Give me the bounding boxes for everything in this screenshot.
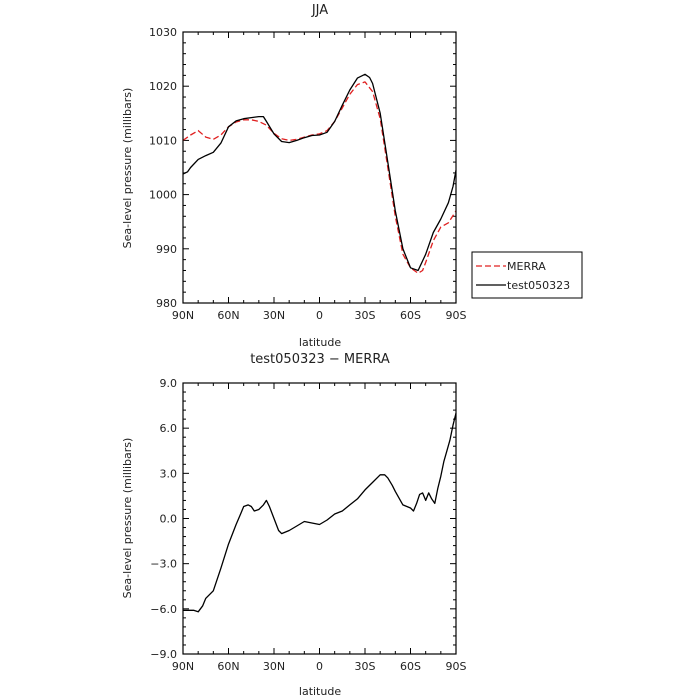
bottom-x-axis-label: latitude (299, 685, 341, 698)
bottom-x-tick-label: 90S (446, 660, 467, 673)
panel-bottom: test050323 − MERRA 90N 60N 30N 0 30S 60S 90S −9… (121, 352, 467, 698)
bottom-x-tick-label: 60S (400, 660, 421, 673)
bottom-y-tick-label: 9.0 (160, 377, 178, 390)
bottom-y-tick-label: −9.0 (150, 648, 177, 661)
top-series (182, 73, 457, 274)
bottom-series-line-0 (183, 412, 457, 613)
top-x-tick-label: 0 (316, 309, 323, 322)
bottom-series (183, 412, 457, 613)
bottom-y-axis-label: Sea-level pressure (millibars) (121, 438, 134, 599)
top-x-tick-label: 90N (172, 309, 194, 322)
top-x-tick-label: 30S (355, 309, 376, 322)
legend-box (471, 251, 583, 299)
top-x-tick-label: 60N (217, 309, 239, 322)
top-plot-frame (182, 31, 457, 304)
bottom-x-tick-label: 0 (316, 660, 323, 673)
bottom-ticks: 90N 60N 30N 0 30S 60S 90S −9.0 −6.0 −3.0 0.0 3.0 6.0… (150, 377, 466, 673)
bottom-plot-frame (182, 382, 457, 655)
top-y-axis-label: Sea-level pressure (millibars) (121, 88, 134, 249)
bottom-x-tick-label: 60N (217, 660, 239, 673)
top-series-line-0 (182, 81, 457, 274)
top-y-tick-label: 1000 (149, 189, 177, 202)
top-x-tick-label: 30N (263, 309, 285, 322)
legend: MERRA test050323 (471, 251, 583, 299)
top-y-tick-label: 1010 (149, 134, 177, 147)
legend-label-test: test050323 (507, 279, 570, 292)
bottom-x-tick-label: 30N (263, 660, 285, 673)
top-x-tick-label: 60S (400, 309, 421, 322)
top-series-line-1 (182, 73, 457, 272)
bottom-y-tick-label: −3.0 (150, 558, 177, 571)
top-y-tick-label: 990 (156, 243, 177, 256)
bottom-y-tick-label: 6.0 (160, 422, 178, 435)
top-y-tick-label: 1030 (149, 26, 177, 39)
bottom-chart-title: test050323 − MERRA (250, 352, 390, 367)
top-y-tick-label: 1020 (149, 80, 177, 93)
legend-label-merra: MERRA (507, 260, 546, 273)
bottom-y-tick-label: 3.0 (160, 467, 178, 480)
bottom-x-tick-label: 90N (172, 660, 194, 673)
top-ticks: 90N 60N 30N 0 30S 60S 90S 980 990 1000 1010 1020 103… (149, 26, 467, 322)
bottom-y-tick-label: −6.0 (150, 603, 177, 616)
top-x-tick-label: 90S (446, 309, 467, 322)
panel-top: JJA 90N 60N 30N 0 30S 60S 90S 980 990 1000 1010 102… (121, 3, 467, 349)
bottom-x-tick-label: 30S (355, 660, 376, 673)
bottom-y-tick-label: 0.0 (160, 513, 178, 526)
top-y-tick-label: 980 (156, 297, 177, 310)
top-x-axis-label: latitude (299, 336, 341, 349)
top-chart-title: JJA (311, 3, 328, 18)
